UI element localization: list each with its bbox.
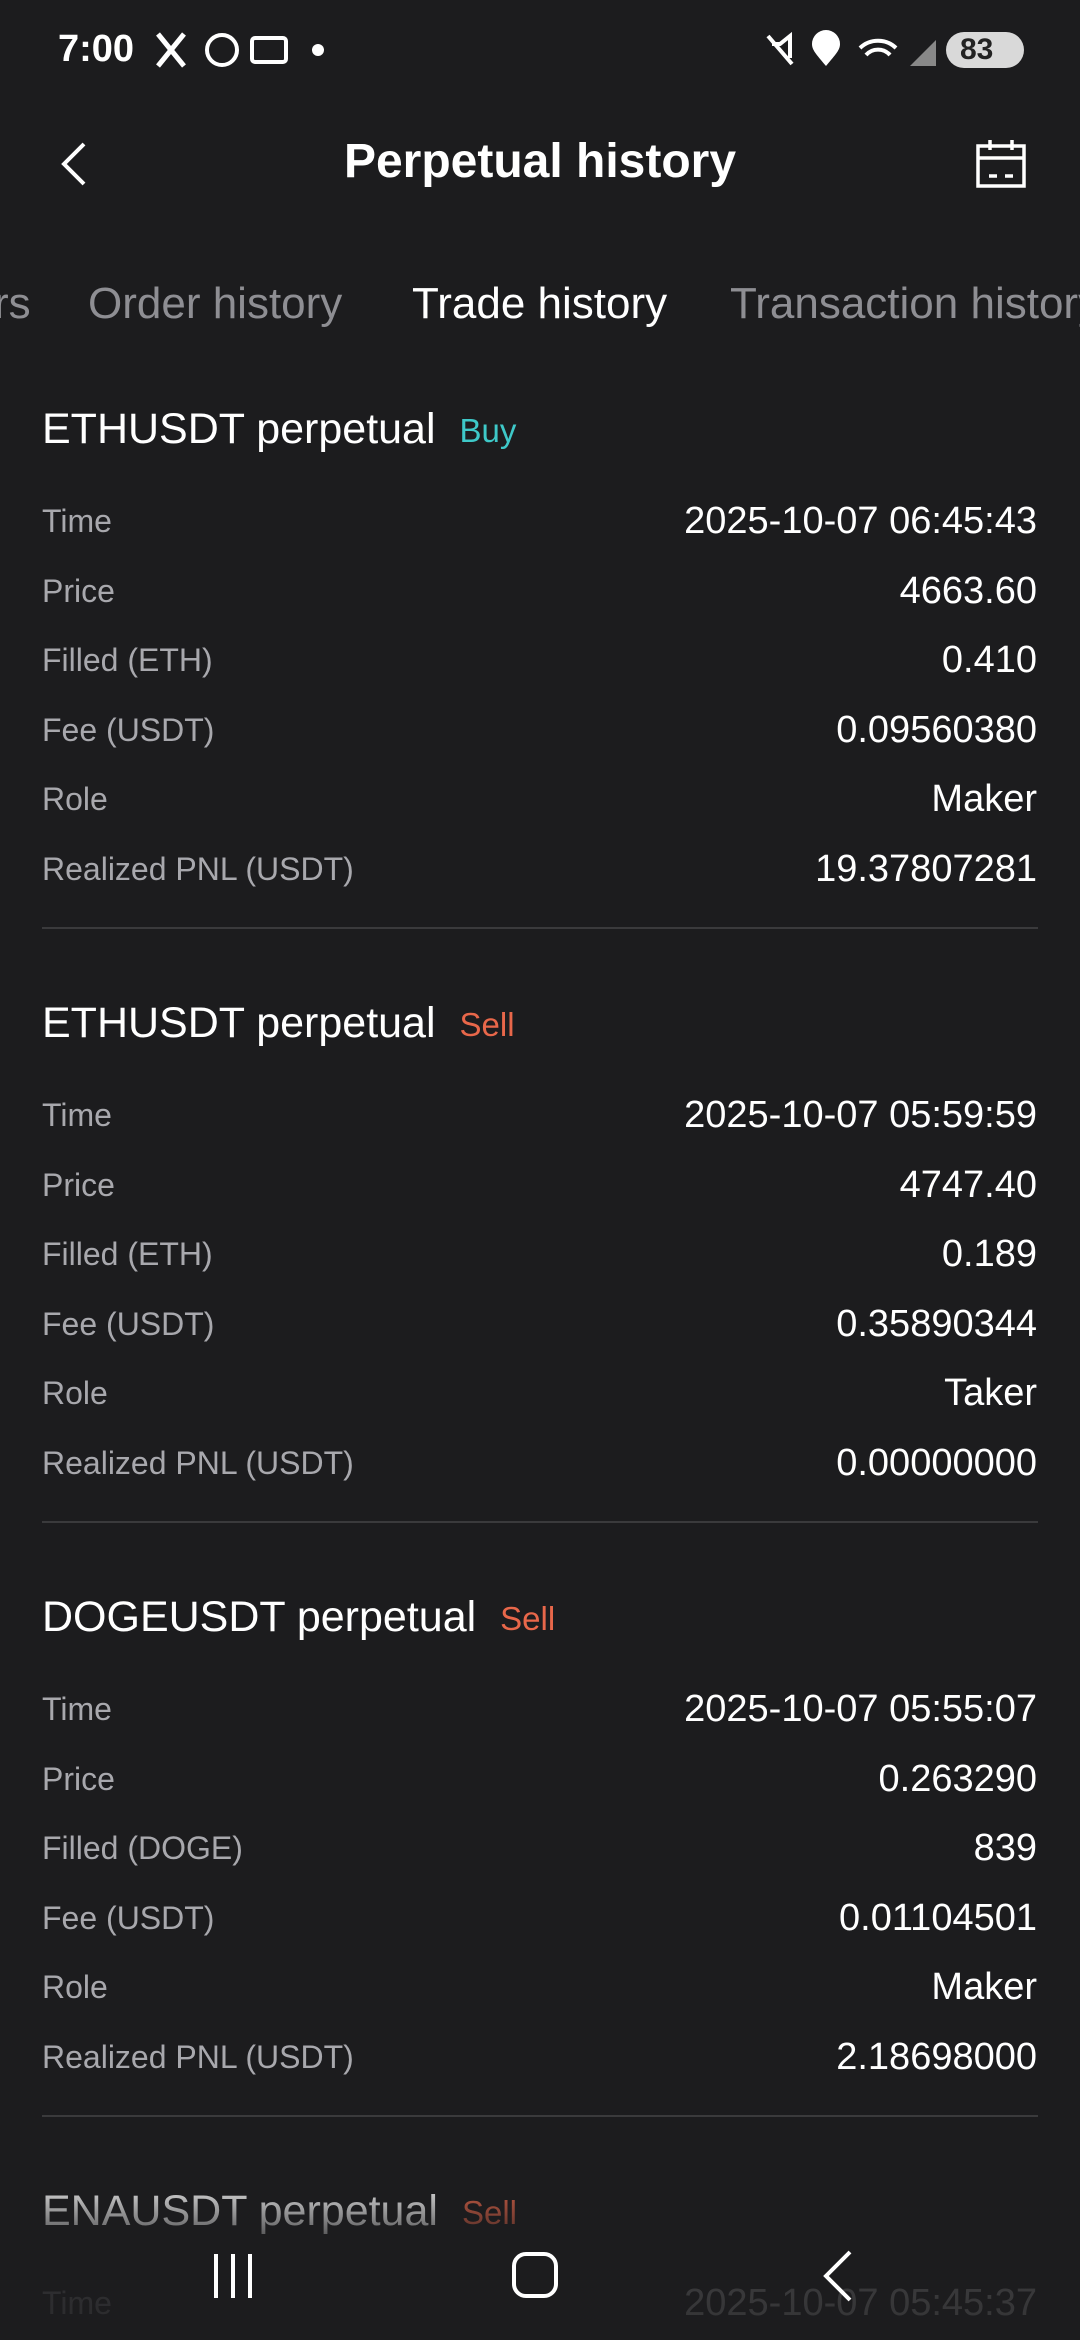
field-value: 2.18698000 bbox=[836, 2035, 1037, 2078]
field-value: 2025-10-07 05:55:07 bbox=[684, 1688, 1037, 1730]
pair-name: ETHUSDT perpetual bbox=[42, 999, 436, 1047]
field-label: Price bbox=[42, 572, 115, 609]
field-value: 0.35890344 bbox=[836, 1302, 1037, 1345]
field-label: Filled (DOGE) bbox=[42, 1830, 243, 1866]
field-value: 0.00000000 bbox=[836, 1441, 1037, 1484]
field-label: Fee (USDT) bbox=[42, 1899, 215, 1936]
status-time: 7:00 bbox=[58, 28, 135, 70]
back-button[interactable] bbox=[58, 140, 90, 188]
tab[interactable]: Order history bbox=[88, 279, 343, 328]
field-label: Price bbox=[42, 1760, 115, 1797]
field-value: 4747.40 bbox=[899, 1163, 1037, 1206]
status-icons-left bbox=[156, 32, 324, 68]
trade-side: Buy bbox=[459, 412, 517, 449]
pair-name: ETHUSDT perpetual bbox=[42, 405, 436, 453]
calendar-button[interactable] bbox=[975, 138, 1027, 190]
recents-button[interactable] bbox=[214, 2254, 252, 2298]
home-button[interactable] bbox=[512, 2252, 558, 2298]
field-value: Maker bbox=[931, 778, 1037, 820]
field-value: 0.410 bbox=[941, 639, 1037, 681]
field-label: Role bbox=[42, 1969, 108, 2005]
field-label: Time bbox=[42, 1691, 112, 1727]
nav-buttons bbox=[214, 2250, 852, 2302]
field-label: Role bbox=[42, 1375, 108, 1411]
field-value: 19.37807281 bbox=[815, 847, 1037, 890]
field-label: Realized PNL (USDT) bbox=[42, 1444, 354, 1481]
status-icons-right bbox=[766, 30, 1024, 68]
field-value: 0.09560380 bbox=[836, 708, 1037, 751]
tab[interactable]: Transaction history bbox=[730, 279, 1080, 328]
battery-level: 83 bbox=[960, 33, 994, 66]
field-label: Role bbox=[42, 781, 108, 817]
page-title: Perpetual history bbox=[343, 135, 737, 188]
trade-side: Sell bbox=[459, 1006, 515, 1043]
field-label: Time bbox=[42, 1097, 112, 1133]
field-label: Time bbox=[42, 503, 112, 539]
field-label: Realized PNL (USDT) bbox=[42, 2038, 354, 2075]
field-label: Realized PNL (USDT) bbox=[42, 850, 354, 887]
field-label: Filled (ETH) bbox=[42, 1236, 213, 1272]
field-value: 839 bbox=[973, 1827, 1037, 1869]
tab[interactable]: rs bbox=[0, 279, 31, 328]
field-value: 0.01104501 bbox=[839, 1896, 1037, 1939]
tab[interactable]: Trade history bbox=[412, 279, 668, 328]
field-value: Taker bbox=[944, 1372, 1037, 1414]
field-label: Price bbox=[42, 1166, 115, 1203]
field-value: 4663.60 bbox=[899, 569, 1037, 612]
field-value: 2025-10-07 06:45:43 bbox=[684, 500, 1037, 542]
field-value: 0.189 bbox=[941, 1233, 1037, 1275]
back-nav-button[interactable] bbox=[823, 2250, 852, 2302]
divider bbox=[42, 1521, 1038, 1523]
field-value: Maker bbox=[931, 1966, 1037, 2008]
field-label: Fee (USDT) bbox=[42, 1305, 215, 1342]
field-value: 0.263290 bbox=[878, 1757, 1038, 1800]
pair-name: DOGEUSDT perpetual bbox=[42, 1593, 477, 1641]
divider bbox=[42, 927, 1038, 929]
divider bbox=[42, 2115, 1038, 2117]
trade-side: Sell bbox=[500, 1600, 556, 1637]
field-label: Filled (ETH) bbox=[42, 642, 213, 678]
field-label: Fee (USDT) bbox=[42, 711, 215, 748]
field-value: 2025-10-07 05:59:59 bbox=[684, 1094, 1037, 1136]
